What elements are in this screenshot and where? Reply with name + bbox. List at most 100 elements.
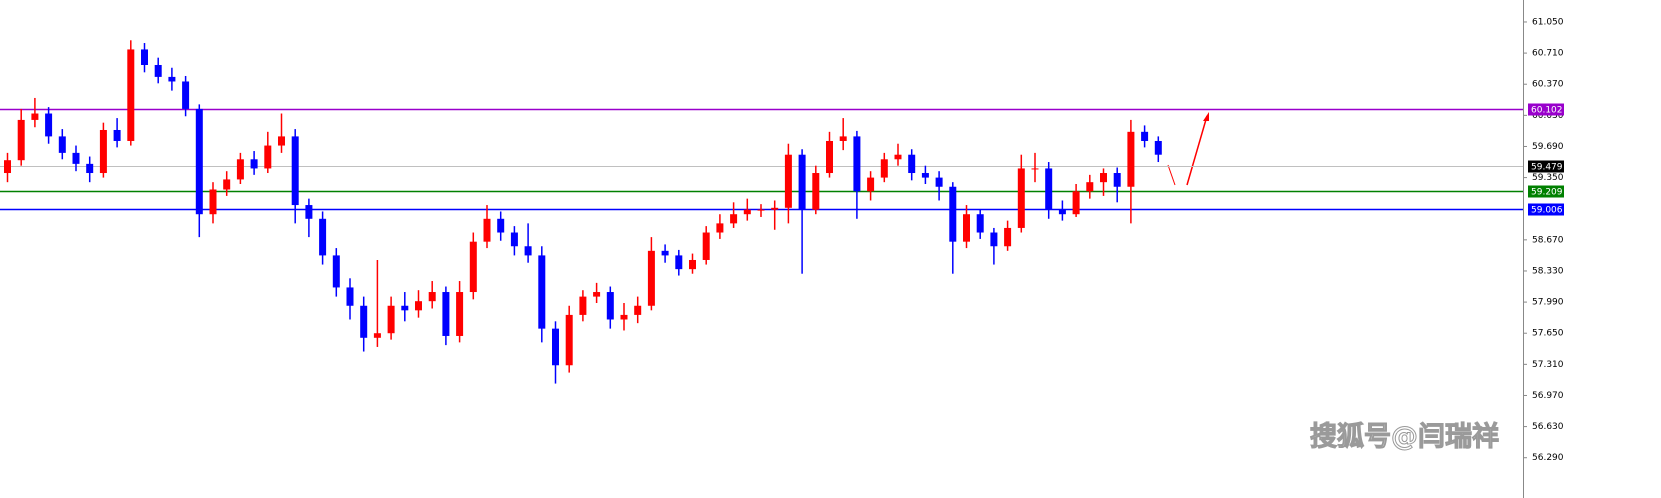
y-tick-label: 59.350	[1532, 173, 1564, 183]
candle-body	[17, 119, 25, 161]
candle-body	[949, 186, 957, 242]
candle-body	[250, 159, 258, 169]
candle-body	[935, 177, 943, 187]
candle-body	[360, 305, 368, 338]
candle-body	[141, 49, 148, 65]
level-label: 59.209	[1531, 188, 1563, 198]
candle-body	[127, 49, 135, 141]
candle-body	[634, 305, 642, 315]
candle-body	[1141, 131, 1149, 141]
candle-body	[565, 314, 573, 366]
y-tick-label: 60.710	[1532, 49, 1564, 59]
candle-body	[606, 292, 614, 320]
candle-body	[113, 129, 121, 141]
y-tick-label: 57.650	[1532, 329, 1564, 339]
candle-body	[236, 159, 244, 180]
y-tick-label: 61.050	[1532, 17, 1564, 27]
candle-body	[319, 218, 327, 256]
candle-body	[373, 333, 381, 338]
candle-body	[579, 296, 587, 315]
candle-body	[415, 301, 422, 311]
candle-body	[305, 205, 313, 219]
candle-body	[812, 173, 820, 210]
level-label: 59.479	[1531, 163, 1563, 173]
candle-body	[223, 179, 231, 190]
candle-body	[1058, 209, 1066, 215]
y-tick-label: 56.970	[1532, 391, 1564, 401]
candle-body	[346, 287, 354, 306]
arrow-head	[1203, 112, 1209, 121]
candle-body	[798, 154, 806, 210]
candle-body	[497, 218, 505, 233]
level-label-bg	[1528, 203, 1564, 216]
level-label-bg	[1528, 160, 1564, 173]
candle-body	[661, 250, 669, 256]
candle-body	[456, 292, 464, 336]
candle-body	[647, 250, 655, 306]
candle-body	[702, 232, 710, 260]
y-tick-label: 60.030	[1532, 111, 1564, 121]
candle-body	[442, 292, 450, 336]
candle-body	[154, 64, 162, 77]
level-label: 60.102	[1531, 106, 1563, 116]
candle-body	[510, 232, 518, 247]
candle-body	[58, 136, 66, 153]
candle-body	[332, 255, 340, 288]
projection-arrow	[1186, 115, 1208, 186]
candle-body	[72, 152, 80, 164]
level-label-bg	[1528, 103, 1564, 116]
candle-body	[524, 246, 532, 256]
candle-body	[743, 209, 751, 215]
candle-body	[45, 113, 53, 137]
candle-body	[99, 129, 107, 174]
candle-body	[469, 241, 477, 293]
level-label-bg	[1528, 185, 1564, 198]
candle-body	[880, 159, 888, 178]
level-label: 59.006	[1531, 206, 1563, 216]
candle-body	[1004, 227, 1012, 247]
candle-body	[1045, 168, 1053, 210]
candle-body	[1086, 182, 1094, 192]
candle-body	[1072, 191, 1080, 215]
y-tick-label: 58.670	[1532, 235, 1564, 245]
candle-body	[552, 328, 559, 366]
candle-body	[730, 214, 738, 224]
candle-body	[921, 173, 929, 178]
candle-body	[620, 314, 628, 320]
y-tick-label: 57.310	[1532, 360, 1564, 370]
y-tick-label: 58.330	[1532, 266, 1564, 276]
candle-body	[675, 255, 683, 270]
candle-body	[853, 136, 861, 192]
candle-body	[209, 189, 217, 215]
y-tick-label: 56.290	[1532, 453, 1564, 463]
candle-body	[428, 292, 436, 302]
candle-body	[839, 136, 847, 141]
candle-body	[1017, 168, 1025, 228]
candle-body	[483, 218, 491, 242]
y-tick-label: 56.630	[1532, 422, 1564, 432]
projection-line	[1167, 164, 1176, 186]
y-tick-label: 60.370	[1532, 80, 1564, 90]
candle-body	[1127, 131, 1135, 187]
candle-body	[1031, 168, 1039, 170]
candle-body	[291, 136, 299, 206]
candle-body	[976, 214, 984, 233]
candle-body	[990, 232, 998, 247]
candle-body	[182, 81, 190, 109]
candle-body	[771, 207, 779, 210]
candle-body	[867, 177, 875, 192]
candle-body	[264, 145, 272, 169]
candle-body	[31, 113, 39, 120]
watermark: 搜狐号@闫瑞祥	[1310, 421, 1499, 453]
candle-body	[689, 259, 696, 270]
candle-body	[908, 154, 916, 174]
candle-body	[1113, 173, 1121, 187]
candle-body	[716, 223, 724, 233]
candle-body	[593, 292, 601, 297]
candle-body	[784, 154, 792, 208]
y-tick-label: 57.990	[1532, 298, 1564, 308]
candle-body	[387, 305, 395, 334]
candle-body	[401, 305, 409, 311]
